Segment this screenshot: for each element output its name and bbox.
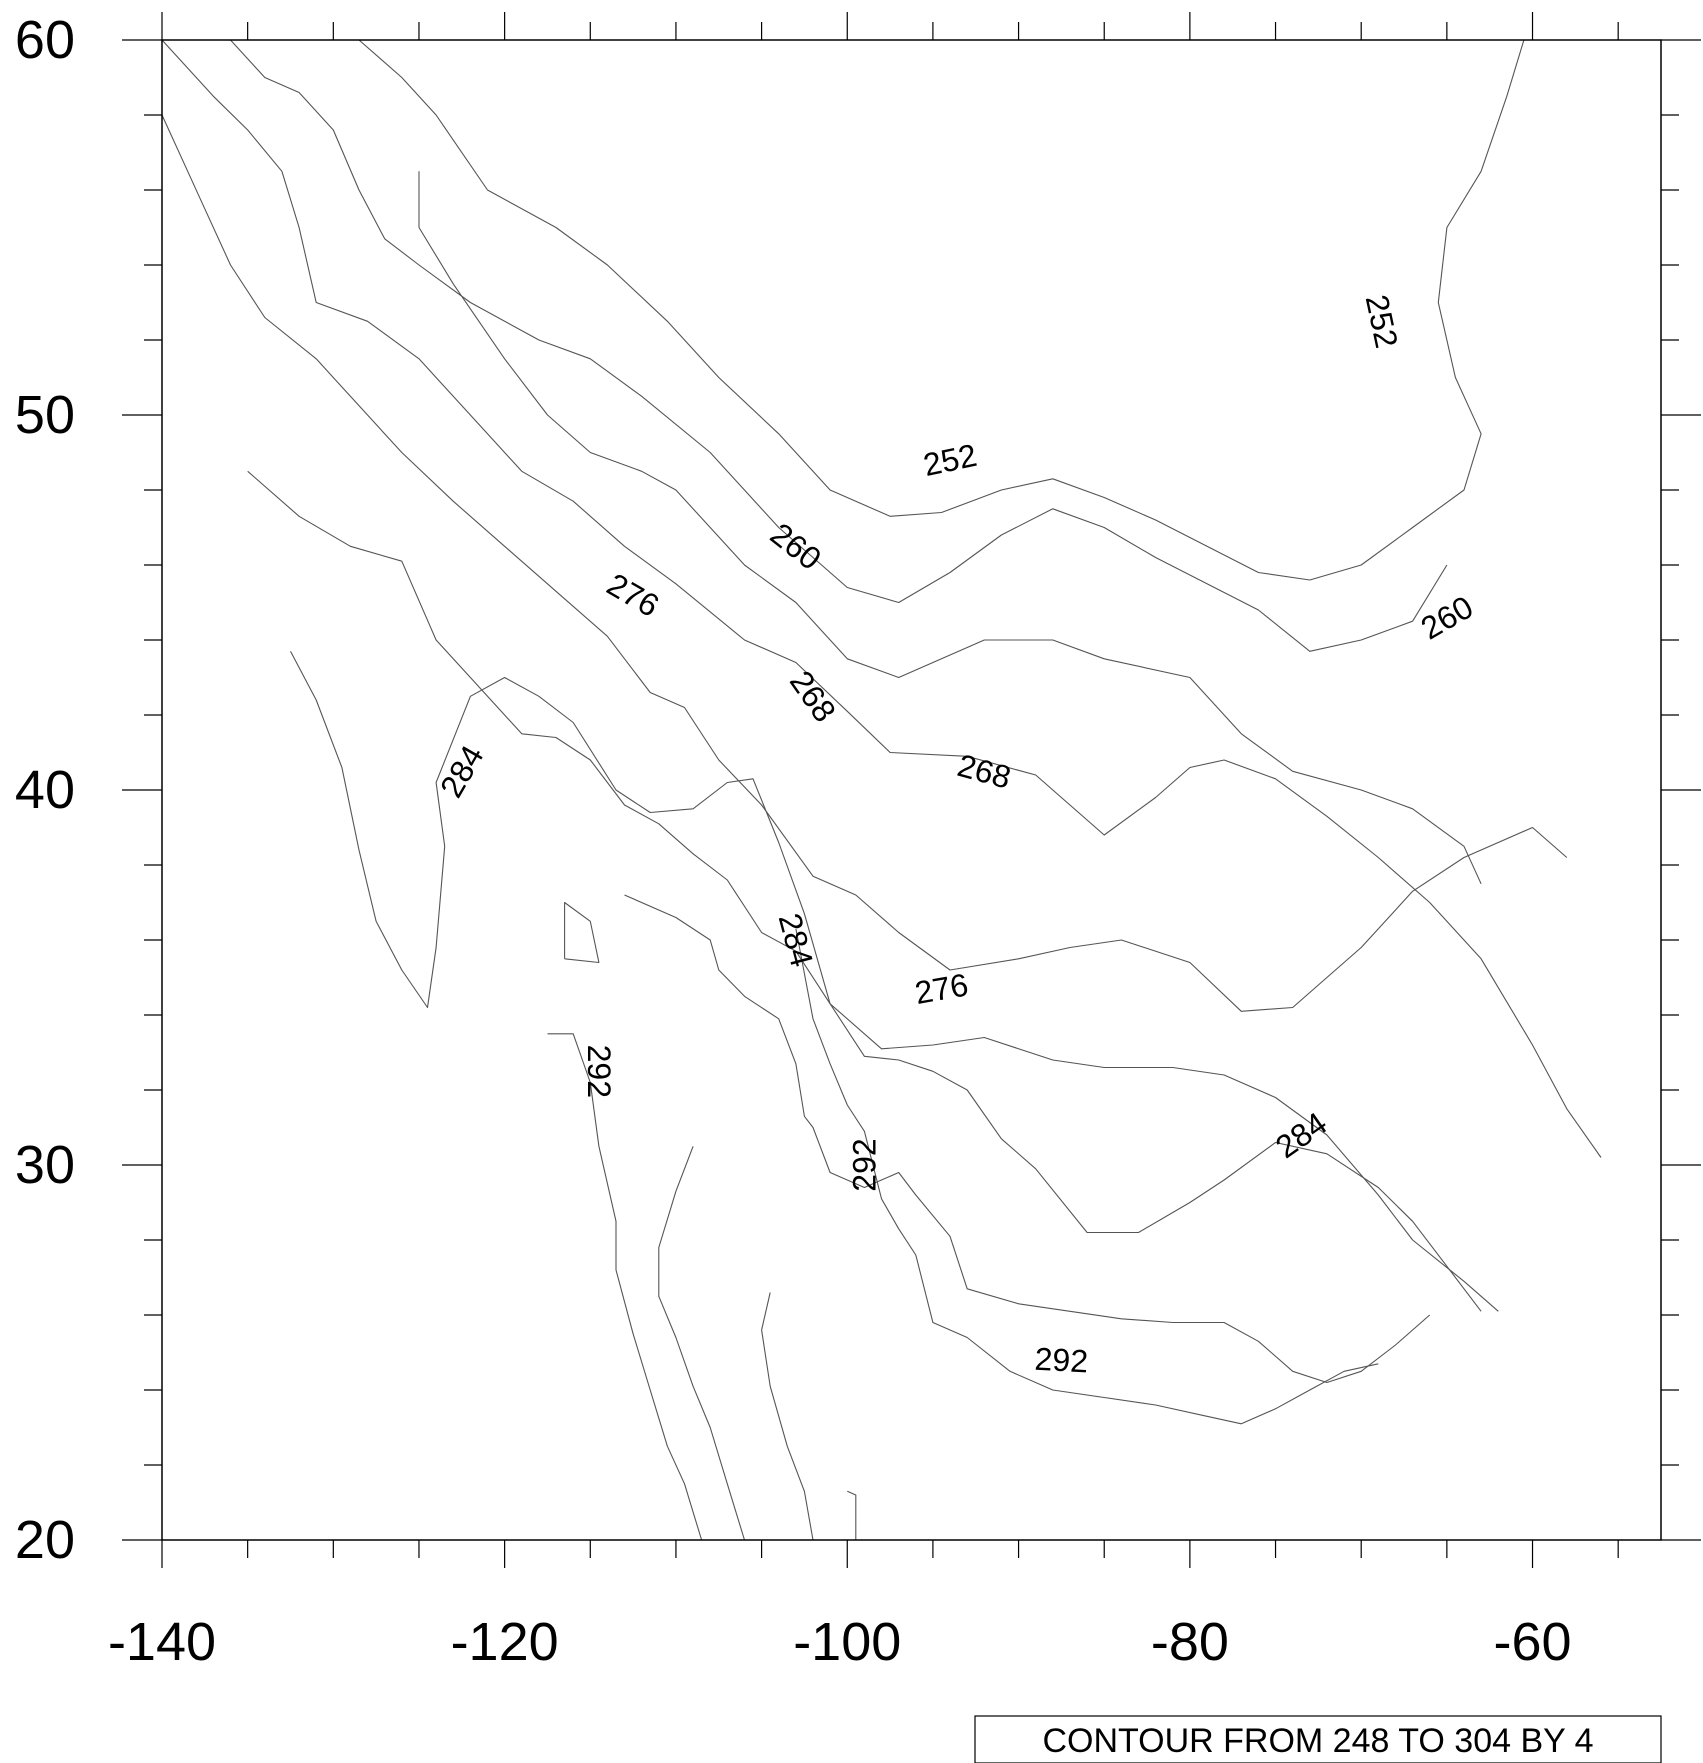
x-tick-label: -60 (1493, 1612, 1571, 1672)
contour-label-1: 252 (1359, 291, 1405, 351)
contour-line-288-9 (547, 1033, 703, 1541)
contour-labels: 252 252 260 260 276 268 268 284 284 276 292 292 284 2… (433, 291, 1479, 1379)
contour-line-252-0 (418, 171, 1482, 885)
contour-line-268-4 (161, 114, 1568, 1012)
x-tick-label: -80 (1151, 1612, 1229, 1672)
info-label-border (974, 1715, 1662, 1763)
contour-line-292-10 (795, 928, 1379, 1425)
contour-label-9: 276 (912, 966, 971, 1011)
contour-label-8: 284 (772, 910, 821, 971)
y-tick-label: 40 (15, 760, 75, 820)
contour-line-304-13 (847, 1490, 857, 1540)
y-tick-label: 50 (15, 385, 75, 445)
contour-label-5: 268 (783, 664, 843, 728)
contour-line-276-6 (290, 651, 1482, 1312)
contour-label-10: 292 (581, 1045, 617, 1098)
contour-label-0: 252 (920, 437, 980, 483)
contour-line-296-11 (658, 1146, 746, 1541)
contour-label-3: 260 (1415, 589, 1479, 647)
contour-lines (161, 39, 1602, 1541)
contour-line-256-1 (358, 39, 1525, 581)
x-tick-label: -140 (108, 1612, 216, 1672)
contour-line-264-3 (161, 39, 1602, 1158)
contour-label-2: 260 (764, 516, 828, 577)
contour-label-11: 292 (846, 1138, 882, 1191)
info-label-text: CONTOUR FROM 248 TO 304 BY 4 (1042, 1722, 1593, 1760)
contour-line-280-7 (624, 894, 1431, 1384)
contour-line-272-5 (247, 470, 1499, 1312)
contour-line-300-12 (761, 1292, 814, 1541)
y-tick-label: 30 (15, 1135, 75, 1195)
contour-line-284-8 (564, 901, 600, 964)
contour-label-12: 284 (1269, 1105, 1333, 1165)
x-tick-label: -120 (451, 1612, 559, 1672)
contour-line-260-2 (230, 39, 1448, 652)
y-tick-label: 60 (15, 10, 75, 70)
contour-label-7: 284 (433, 739, 491, 803)
x-tick-label: -100 (793, 1612, 901, 1672)
plot-frame (161, 39, 1662, 1541)
contour-label-4: 276 (601, 566, 665, 624)
contour-label-13: 292 (1034, 1341, 1089, 1380)
axes: -140 -120 -100 -80 -60 20 30 40 50 60 (15, 10, 1701, 1672)
info-label-box: CONTOUR FROM 248 TO 304 BY 4 (974, 1715, 1662, 1763)
y-tick-label: 20 (15, 1510, 75, 1570)
contour-label-6: 268 (954, 747, 1015, 796)
